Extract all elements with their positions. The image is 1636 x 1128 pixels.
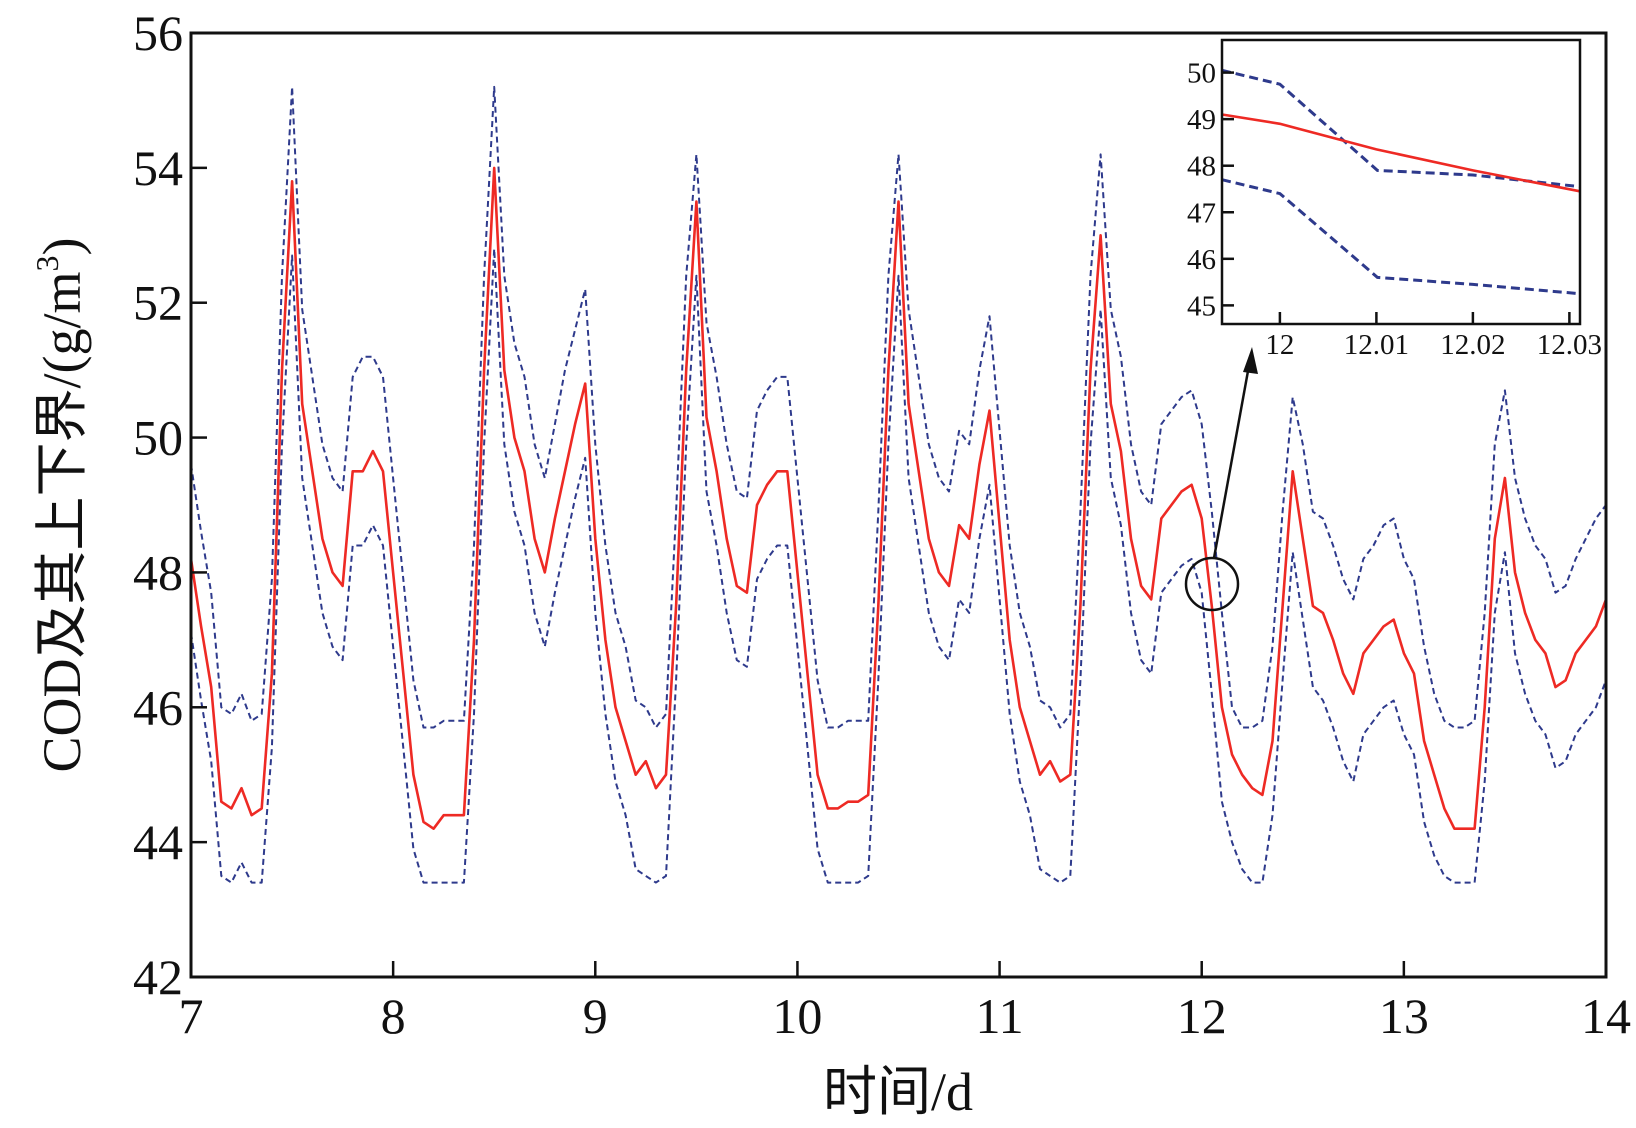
inset-axes-ticks: 12 12.01 12.02 12.03 45 46 47 48 49 50 [1187, 58, 1602, 361]
y-tick-label: 48 [133, 544, 183, 600]
zoom-arrow [1212, 359, 1252, 559]
x-tick-label: 13 [1379, 988, 1429, 1044]
inset-series-line-cod [1221, 113, 1581, 193]
inset-y-tick-label: 50 [1187, 58, 1216, 90]
y-tick-label: 54 [133, 140, 183, 196]
series-line-upper-bound [190, 85, 1607, 729]
y-tick-label: 44 [133, 814, 183, 870]
y-tick-label: 56 [133, 5, 183, 61]
x-tick-label: 11 [975, 988, 1023, 1044]
y-axis-title-sup: 3 [29, 255, 65, 271]
x-tick-label: 12 [1177, 988, 1227, 1044]
x-tick-label: 10 [772, 988, 822, 1044]
zoom-arrow-head [1243, 347, 1258, 374]
plot-frame [189, 31, 1608, 979]
inset-y-tick-label: 49 [1187, 104, 1216, 136]
inset-x-tick-label: 12.03 [1537, 329, 1602, 361]
x-tick-label: 9 [583, 988, 608, 1044]
y-axis-title-tail: ) [32, 238, 92, 256]
y-tick-label: 42 [133, 949, 183, 1005]
inset-series-line-upper-bound [1221, 68, 1581, 189]
inset-series-line-lower-bound [1221, 178, 1581, 296]
inset-x-tick-label: 12 [1265, 329, 1294, 361]
main-axes-ticks: 7 8 9 10 11 12 13 14 42 44 46 48 50 52 54 56 [133, 5, 1631, 1044]
inset-y-tick-label: 47 [1187, 197, 1216, 229]
inset-plot [1221, 68, 1581, 296]
x-axis-title: 时间/d [823, 1062, 973, 1122]
x-tick-label: 14 [1581, 988, 1631, 1044]
x-tick-label: 8 [381, 988, 406, 1044]
y-axis-title: COD及其上下界/(g/m3) [29, 238, 92, 773]
y-tick-label: 50 [133, 410, 183, 466]
main-plot [189, 85, 1608, 884]
y-tick-label: 52 [133, 275, 183, 331]
inset-y-tick-label: 48 [1187, 151, 1216, 183]
inset-frame [1220, 38, 1582, 326]
inset-x-tick-label: 12.02 [1440, 329, 1505, 361]
series-line-lower-bound [190, 247, 1607, 884]
inset-y-tick-label: 46 [1187, 244, 1216, 276]
series-line-cod [189, 166, 1608, 831]
x-tick-label: 7 [179, 988, 204, 1044]
inset-y-tick-label: 45 [1187, 290, 1216, 322]
inset-x-tick-label: 12.01 [1344, 329, 1409, 361]
y-axis-title-main: COD及其上下界/(g/m [32, 271, 92, 772]
y-tick-label: 46 [133, 679, 183, 735]
zoom-circle [1184, 556, 1240, 612]
